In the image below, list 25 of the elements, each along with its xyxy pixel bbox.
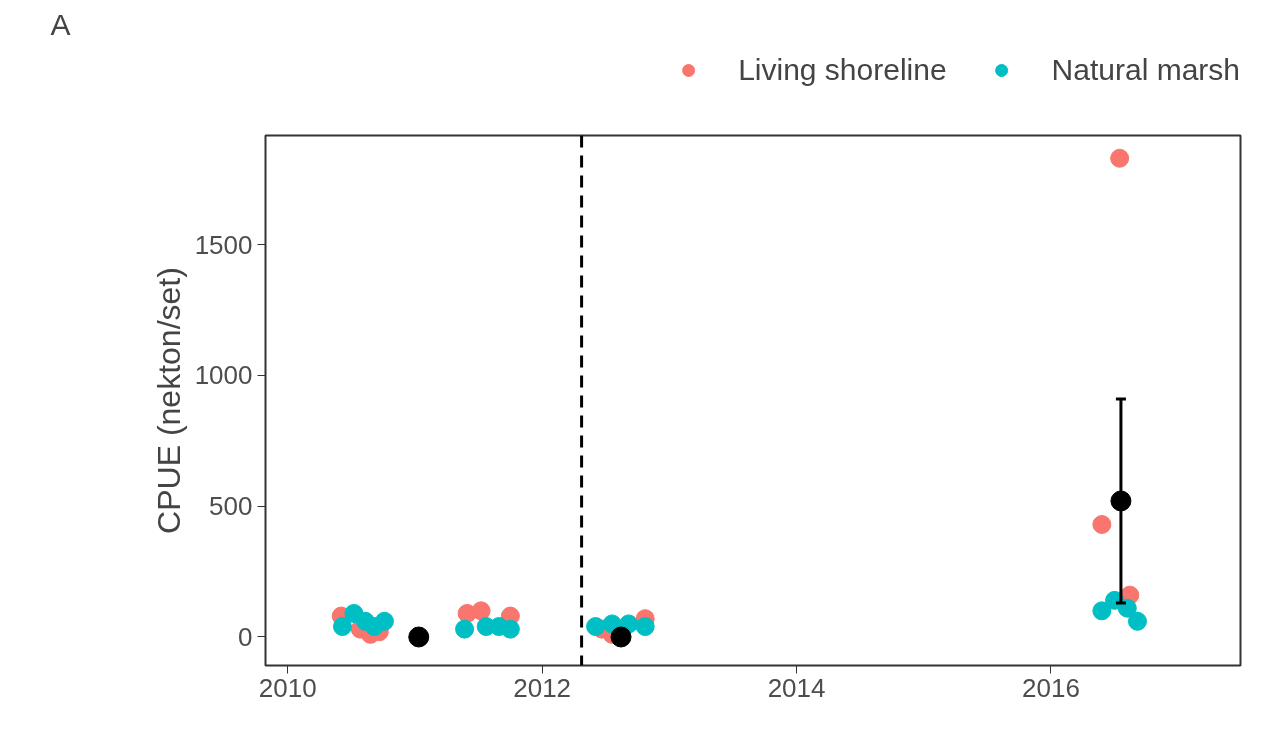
point (635, 617, 655, 636)
point (586, 617, 606, 636)
point (332, 617, 352, 636)
point (374, 611, 394, 631)
x-tick-label: 2014 (767, 672, 826, 703)
point (455, 619, 475, 639)
y-tick-label: 1000 (194, 360, 253, 391)
y-tick-label: 1500 (194, 229, 253, 260)
y-tick-label: 0 (238, 621, 253, 652)
point (610, 626, 632, 648)
point (500, 619, 520, 639)
y-tick-label: 500 (209, 491, 253, 522)
legend-label: Living shoreline (738, 53, 947, 87)
x-tick-label: 2016 (1022, 672, 1080, 703)
point (471, 601, 491, 621)
point (1110, 148, 1130, 168)
point (1092, 601, 1112, 621)
point (1127, 611, 1147, 631)
chart-title: A (50, 7, 71, 41)
y-axis-title: CPUE (nekton/set) (150, 267, 187, 534)
x-tick-label: 2012 (513, 672, 572, 703)
point (408, 626, 430, 648)
point (1092, 515, 1112, 534)
x-tick-label: 2010 (258, 672, 317, 703)
legend-label: Natural marsh (1051, 53, 1240, 87)
